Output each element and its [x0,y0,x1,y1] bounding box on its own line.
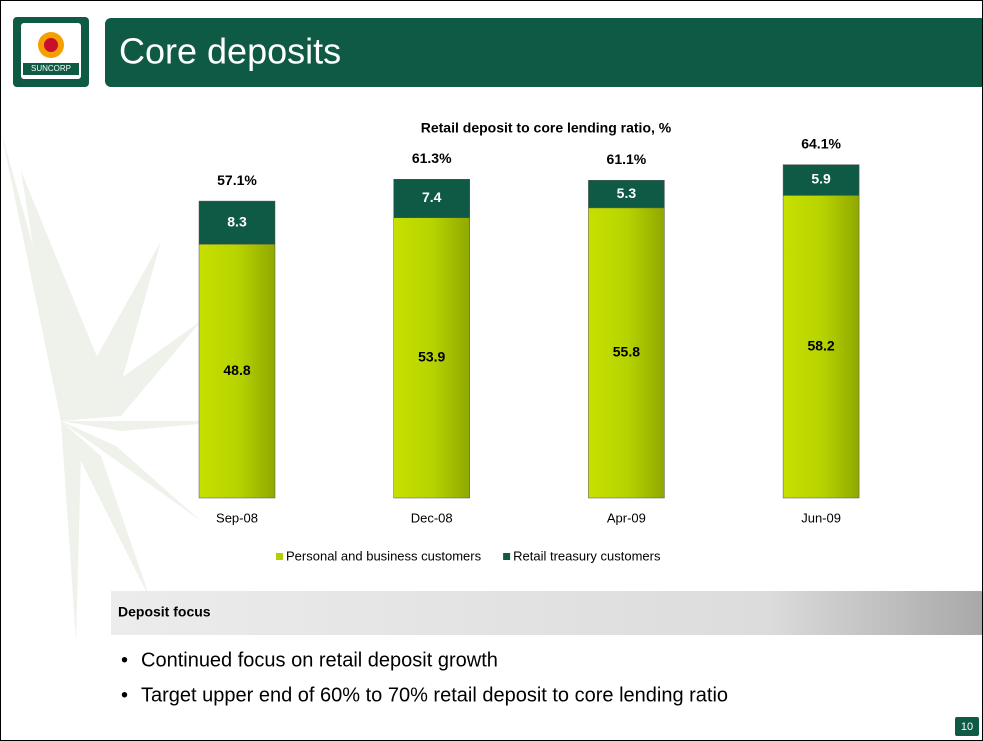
bullet: • [121,684,128,706]
legend-swatch [503,553,511,560]
bullet: • [121,649,128,671]
bar-segment [393,217,470,499]
bullet-text: Target upper end of 60% to 70% retail de… [141,684,728,706]
total-label: 64.1% [801,135,841,151]
x-tick-label: Sep-08 [216,510,258,525]
bar-segment [588,180,665,209]
logo-core [44,38,58,52]
x-tick-label: Dec-08 [411,510,453,525]
value-label: 5.3 [617,185,637,201]
bar-segment [393,178,470,218]
value-label: 7.4 [422,189,442,205]
bar-segment [588,207,665,499]
legend-label: Retail treasury customers [513,548,661,563]
value-label: 55.8 [613,344,640,360]
value-label: 53.9 [418,349,445,365]
section-title: Deposit focus [118,604,211,620]
page-number: 10 [961,721,973,733]
x-tick-label: Jun-09 [801,510,841,525]
logo-band [23,63,79,75]
header-title: Core deposits [119,31,341,72]
x-tick-label: Apr-09 [607,510,646,525]
decor-rays [1,131,231,641]
bar-segment [198,200,276,245]
value-label: 5.9 [811,171,831,187]
value-label: 58.2 [807,337,834,353]
chart-title: Retail deposit to core lending ratio, % [421,120,672,136]
total-label: 57.1% [217,172,257,188]
bar-segment [782,164,860,196]
total-label: 61.1% [607,151,647,167]
bullet-text: Continued focus on retail deposit growth [141,649,498,671]
section-bar [111,591,982,635]
page-number-box [955,717,979,736]
header-bar [105,18,982,87]
value-label: 8.3 [227,213,247,229]
value-label: 48.8 [223,362,250,378]
total-label: 61.3% [412,150,452,166]
legend-label: Personal and business customers [286,548,482,563]
bar-segment [198,243,276,499]
bar-segment [782,195,860,499]
legend-swatch [276,553,283,560]
logo-text: SUNCORP [31,64,71,73]
